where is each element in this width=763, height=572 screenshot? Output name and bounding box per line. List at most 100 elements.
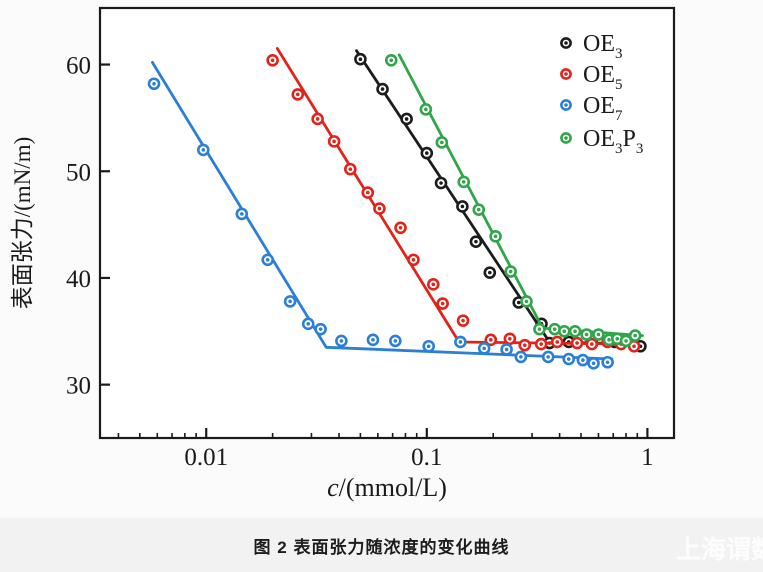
data-point-center: [389, 58, 394, 63]
series-OE3P3: [384, 53, 644, 348]
data-point-center: [564, 136, 568, 140]
legend-label-OE7: OE7: [583, 93, 623, 124]
plot-frame: [98, 6, 676, 440]
legend-item-OE3: OE3: [560, 31, 623, 62]
data-point-center: [562, 329, 567, 334]
data-point-center: [590, 342, 594, 346]
data-point-center: [564, 41, 568, 45]
x-tick-label: 0.01: [184, 444, 228, 471]
data-point-center: [377, 206, 382, 211]
data-point-center: [461, 318, 465, 323]
data-point-center: [358, 57, 363, 62]
data-point-center: [339, 339, 344, 343]
data-point-center: [508, 336, 512, 341]
data-point-center: [152, 81, 156, 86]
caption-strip: 图 2 表面张力随浓度的变化曲线 上海谓数: [0, 518, 763, 572]
data-point-center: [539, 342, 543, 346]
data-point-center: [615, 336, 620, 341]
data-point-center: [393, 339, 398, 343]
data-point-center: [524, 299, 529, 304]
data-point-center: [522, 343, 527, 347]
data-point-center: [461, 180, 466, 184]
data-point-center: [315, 117, 320, 121]
data-point-center: [482, 346, 486, 351]
data-point-center: [632, 344, 636, 349]
data-point-center: [607, 338, 611, 342]
data-point-center: [504, 347, 509, 352]
data-point-center: [564, 72, 568, 76]
data-point-center: [633, 333, 637, 338]
series-OE7: [147, 61, 614, 370]
data-point-center: [426, 344, 431, 349]
legend-label-OE3: OE3: [583, 31, 623, 62]
x-tick-label: 0.1: [411, 444, 442, 471]
legend-item-OE3P3: OE3P3: [560, 126, 643, 157]
data-point-center: [596, 332, 601, 337]
legend-label-OE3P3: OE3P3: [583, 126, 643, 157]
data-point-center: [404, 117, 409, 121]
data-point-center: [487, 270, 492, 275]
data-point-center: [566, 357, 571, 361]
data-point-center: [581, 358, 585, 362]
data-point-center: [474, 239, 478, 244]
data-point-center: [318, 327, 323, 331]
y-tick-label: 60: [66, 53, 91, 80]
data-point-center: [288, 299, 292, 304]
data-point-center: [493, 234, 498, 239]
data-point-center: [476, 207, 481, 212]
data-point-center: [201, 148, 206, 152]
chart-area: 0.01 0.1 1 30 40 50 60 c/(mmol/L) 表面张力/(mN/m) OE3…: [10, 6, 676, 502]
chart-canvas: 0.01 0.1 1 30 40 50 60 c/(mmol/L) 表面张力/(mN/m) OE3…: [10, 6, 676, 502]
y-tick-label: 30: [66, 373, 91, 400]
data-point-center: [537, 327, 542, 331]
data-point-center: [575, 341, 579, 345]
data-point-center: [371, 338, 375, 342]
data-point-center: [584, 332, 589, 337]
data-point-center: [306, 322, 311, 326]
data-point-center: [605, 360, 610, 365]
data-point-center: [546, 355, 550, 359]
y-axis-title: 表面张力/(mN/m): [10, 137, 35, 310]
legend-item-OE5: OE5: [560, 62, 623, 93]
data-point-center: [555, 340, 559, 344]
data-point-center: [240, 212, 244, 216]
watermark-text: 上海谓数: [676, 536, 763, 564]
data-point-center: [431, 282, 436, 287]
data-point-center: [398, 226, 403, 230]
data-point-center: [624, 339, 628, 343]
data-point-center: [519, 355, 523, 359]
data-point-center: [440, 140, 444, 145]
data-point-center: [508, 269, 513, 274]
data-point-center: [564, 103, 568, 107]
legend-label-OE5: OE5: [583, 62, 623, 93]
data-point-center: [295, 92, 300, 97]
data-point-center: [591, 361, 596, 366]
data-point-center: [265, 258, 270, 262]
y-major-ticks: 30 40 50 60: [66, 53, 110, 400]
data-point-center: [439, 181, 443, 185]
legend-item-OE7: OE7: [560, 93, 623, 124]
data-point-center: [440, 301, 445, 306]
data-point-center: [552, 327, 557, 331]
x-tick-label: 1: [641, 444, 654, 471]
data-point-center: [458, 340, 463, 344]
data-point-center: [365, 190, 370, 195]
x-major-ticks: 0.01 0.1 1: [184, 428, 654, 471]
data-point-center: [516, 300, 521, 305]
data-point-center: [380, 87, 385, 91]
y-tick-label: 50: [66, 159, 91, 186]
x-axis-title: c/(mmol/L): [327, 473, 447, 502]
data-point-center: [332, 139, 336, 144]
data-point-center: [270, 58, 275, 63]
y-tick-label: 40: [66, 266, 91, 293]
data-point-center: [573, 329, 577, 334]
x-minor-ticks: [117, 433, 639, 438]
data-point-center: [488, 338, 493, 342]
data-point-center: [424, 107, 428, 112]
data-point-center: [348, 167, 353, 171]
data-point-center: [460, 204, 465, 209]
data-point-center: [425, 151, 429, 155]
figure-caption: 图 2 表面张力随浓度的变化曲线: [253, 537, 510, 557]
